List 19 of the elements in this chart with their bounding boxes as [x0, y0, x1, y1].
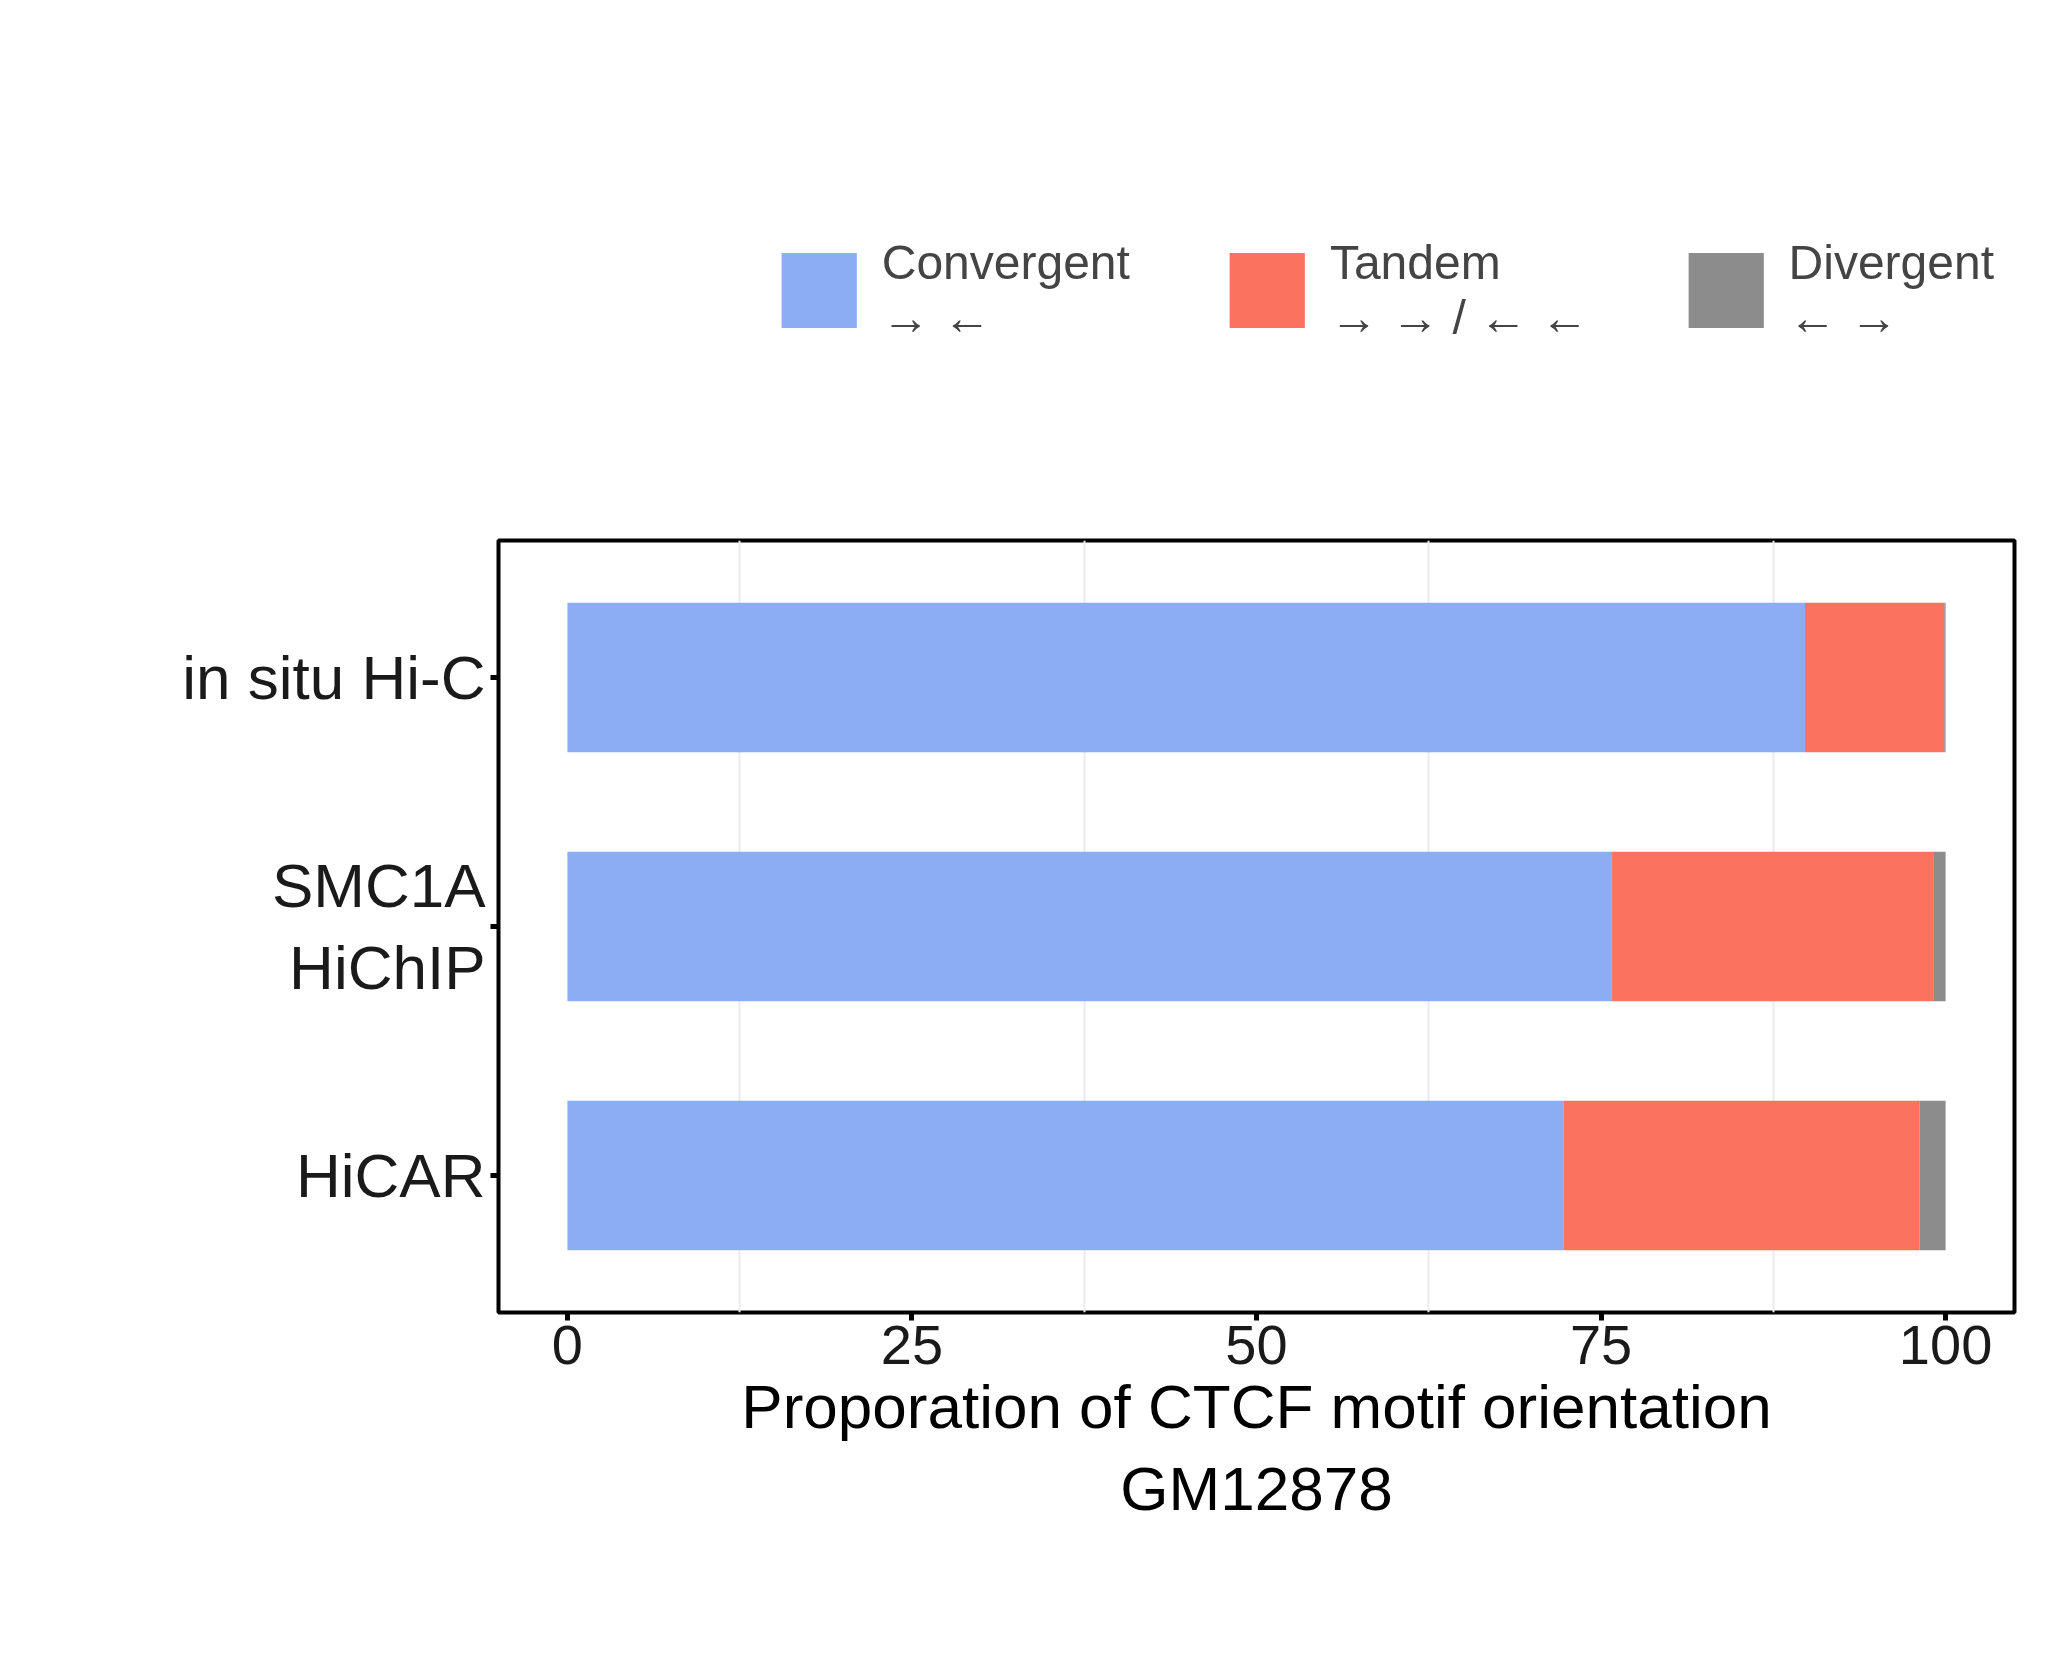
text: → ←: [881, 291, 992, 344]
y-tick-label: HiCAR: [296, 1141, 486, 1211]
text: → → / ← ←: [1329, 291, 1589, 344]
text: ← →: [1788, 291, 1898, 344]
legend-label: Convergent: [881, 236, 1130, 289]
bar: [1933, 851, 1946, 1002]
y-tick-label: in situ Hi-C: [182, 642, 486, 712]
bar: [567, 602, 1806, 753]
x-tick-label: 0: [551, 1312, 583, 1376]
x-tick-label: 100: [1898, 1312, 1993, 1376]
bar: [567, 851, 1613, 1002]
y-tick-label: SMC1A HiChIP: [271, 850, 487, 1003]
legend-label: Divergent: [1788, 236, 1994, 289]
legend-label: Tandem: [1329, 236, 1501, 289]
bar: [1805, 602, 1945, 753]
bar: [1612, 851, 1934, 1002]
bar: [1563, 1100, 1920, 1251]
bar: [567, 1100, 1564, 1251]
bar: [1919, 1100, 1946, 1251]
